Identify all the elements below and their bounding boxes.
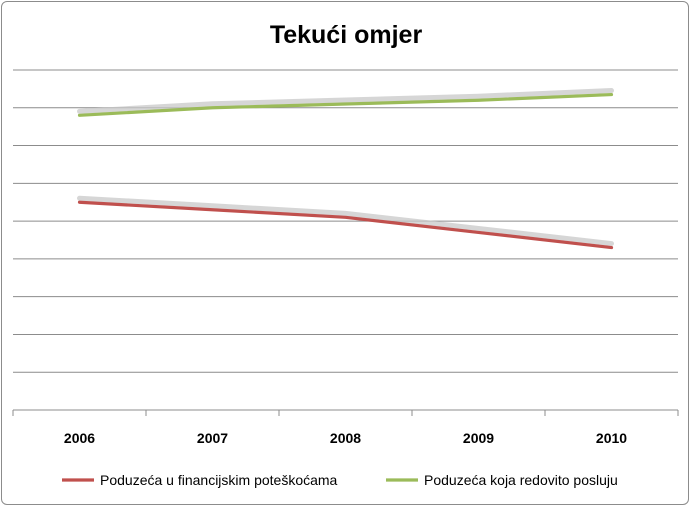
x-tick-label: 2010 bbox=[596, 430, 627, 446]
x-axis: 2006 2007 2008 2009 2010 bbox=[12, 409, 679, 446]
series-line-shadow bbox=[77, 195, 614, 247]
series-line-2 bbox=[77, 92, 614, 117]
legend-label: Poduzeća koja redovito posluju bbox=[424, 472, 618, 488]
x-tick-label: 2009 bbox=[463, 430, 494, 446]
legend: Poduzeća u financijskim poteškoćama Poduz… bbox=[62, 472, 618, 488]
series-line-shadow bbox=[77, 88, 614, 114]
gridlines bbox=[13, 69, 678, 373]
x-tick-label: 2008 bbox=[330, 430, 361, 446]
x-tick-label: 2006 bbox=[64, 430, 95, 446]
x-tick-label: 2007 bbox=[197, 430, 228, 446]
legend-label: Poduzeća u financijskim poteškoćama bbox=[100, 472, 338, 488]
series-line-1 bbox=[77, 200, 614, 250]
chart-title: Tekući omjer bbox=[270, 21, 423, 49]
series-lines bbox=[77, 88, 614, 250]
